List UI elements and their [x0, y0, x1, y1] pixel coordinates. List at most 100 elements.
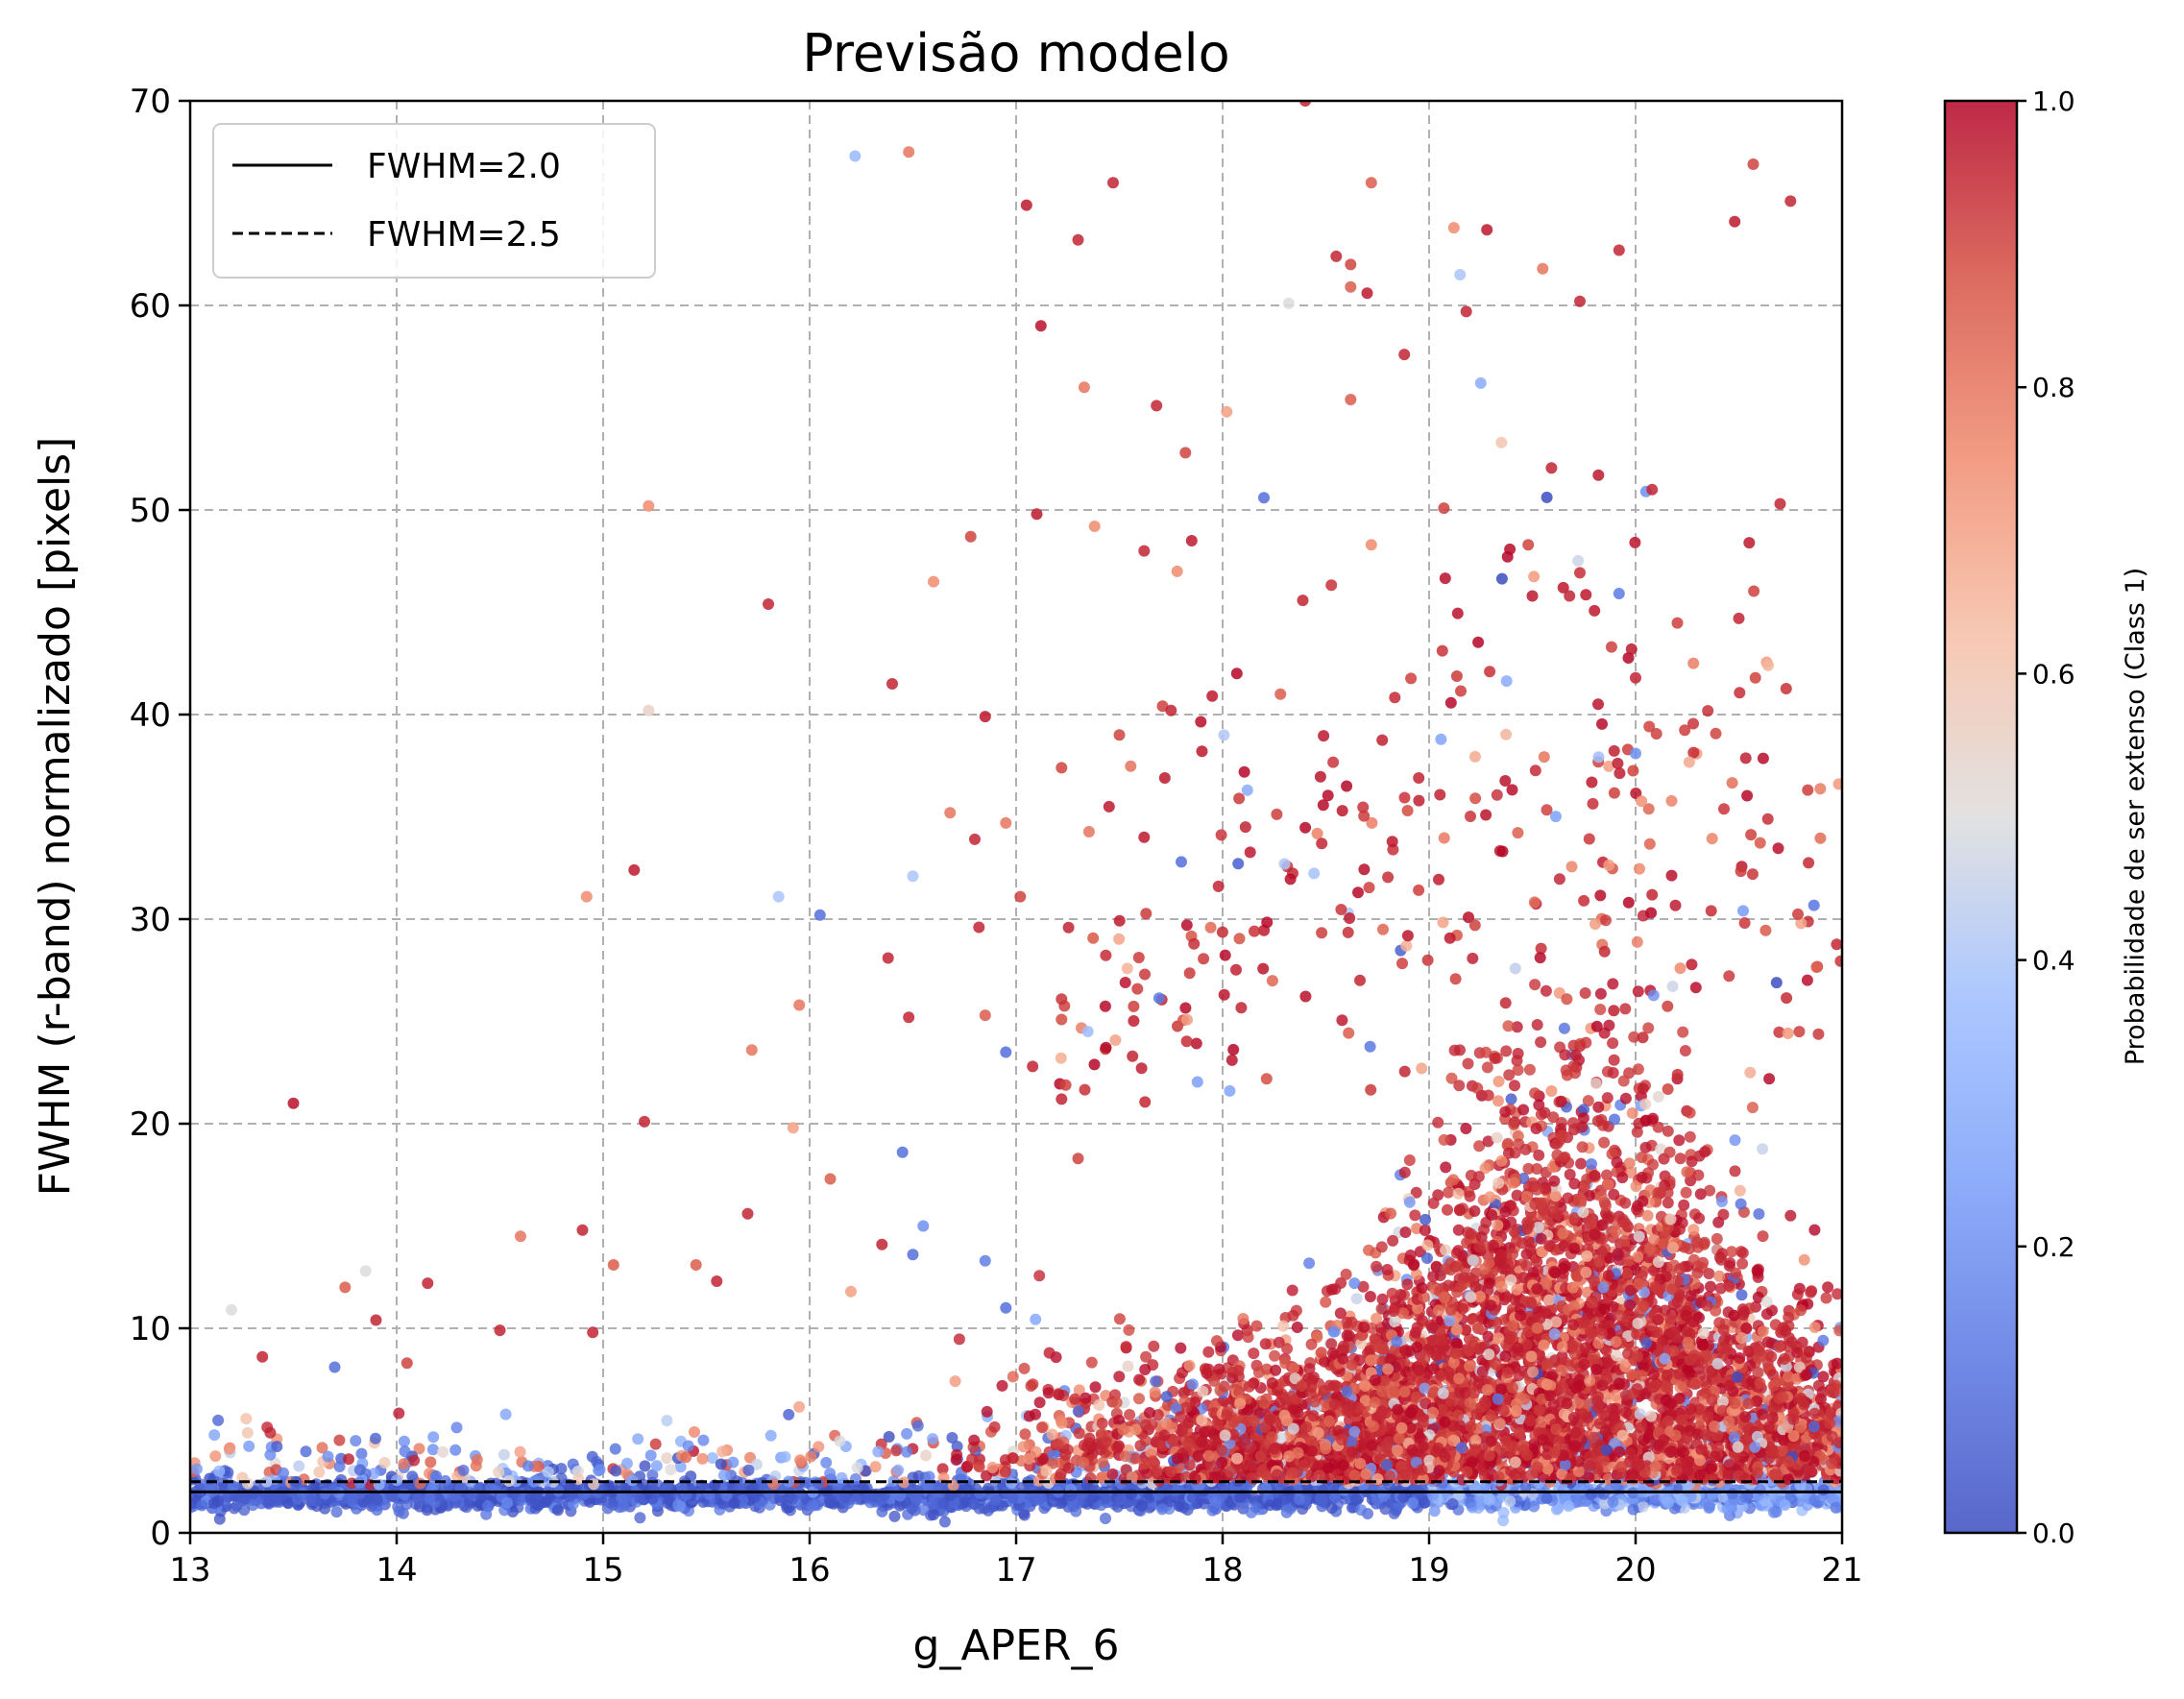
scatter-point	[316, 1442, 328, 1454]
scatter-point	[413, 1443, 425, 1455]
scatter-point	[1627, 1503, 1639, 1516]
scatter-point	[1406, 1497, 1419, 1510]
scatter-point	[398, 1489, 410, 1500]
scatter-point	[398, 1458, 410, 1470]
scatter-point	[1043, 1347, 1056, 1359]
scatter-point	[1234, 1492, 1247, 1504]
scatter-point	[1607, 1495, 1619, 1508]
scatter-point	[783, 1408, 795, 1420]
scatter-point	[1442, 1203, 1453, 1216]
scatter-point	[449, 1444, 462, 1456]
scatter-point	[247, 1488, 259, 1499]
scatter-point	[328, 1484, 340, 1496]
scatter-point	[333, 1434, 346, 1446]
scatter-point	[901, 1445, 912, 1458]
scatter-point	[1784, 1209, 1797, 1222]
scatter-point	[850, 1493, 862, 1505]
scatter-point	[1680, 1186, 1692, 1199]
scatter-point	[1779, 1499, 1791, 1512]
scatter-point	[805, 1450, 817, 1463]
scatter-point	[524, 1492, 537, 1504]
scatter-point	[1030, 1313, 1042, 1325]
scatter-point	[371, 1493, 383, 1506]
scatter-point	[1523, 1063, 1536, 1076]
scatter-point	[493, 1466, 505, 1478]
scatter-point	[1528, 1500, 1541, 1513]
scatter-point	[813, 1441, 825, 1453]
scatter-point	[262, 1491, 275, 1503]
scatter-point	[1355, 1504, 1368, 1517]
scatter-point	[1540, 984, 1552, 997]
scatter-point	[621, 1457, 633, 1469]
scatter-point	[1409, 1209, 1421, 1222]
scatter-point	[1541, 1493, 1553, 1504]
scatter-point	[1504, 1495, 1517, 1508]
scatter-point	[240, 1413, 253, 1425]
scatter-point	[1379, 1503, 1392, 1516]
scatter-point	[393, 1407, 405, 1420]
scatter-point	[839, 1492, 852, 1503]
scatter-point	[190, 1463, 203, 1475]
scatter-point	[578, 1488, 591, 1500]
scatter-point	[350, 1435, 362, 1447]
scatter-point	[716, 1445, 729, 1458]
scatter-point	[1202, 1346, 1215, 1358]
scatter-point	[644, 1449, 657, 1462]
scatter-point	[1325, 1502, 1338, 1515]
scatter-point	[552, 1504, 564, 1517]
scatter-point	[1099, 1492, 1111, 1504]
scatter-point	[1738, 1491, 1751, 1503]
scatter-point	[1607, 1067, 1619, 1079]
scatter-point	[989, 1494, 1002, 1506]
scatter-point	[355, 1447, 368, 1460]
scatter-point	[1757, 1143, 1769, 1155]
scatter-point	[1027, 1493, 1039, 1504]
scatter-point	[783, 1475, 795, 1488]
scatter-point	[1736, 1257, 1749, 1270]
chart-title: Previsão modelo	[802, 23, 1229, 84]
scatter-point	[1113, 1313, 1126, 1325]
scatter-point	[282, 1497, 294, 1510]
scatter-point	[747, 1481, 760, 1493]
scatter-point	[353, 1464, 366, 1476]
scatter-point	[212, 1414, 225, 1426]
scatter-point	[1135, 1499, 1148, 1512]
scatter-point	[949, 1375, 961, 1388]
scatter-point	[260, 1475, 273, 1488]
scatter-point	[1100, 1513, 1111, 1524]
scatter-point	[617, 1500, 629, 1513]
scatter-point	[1270, 1364, 1282, 1376]
scatter-point	[209, 1450, 222, 1463]
scatter-point	[586, 1450, 598, 1463]
scatter-point	[911, 1420, 924, 1432]
scatter-point	[697, 1434, 710, 1446]
scatter-point	[426, 1444, 439, 1456]
scatter-point	[639, 1460, 651, 1472]
scatter-point	[1018, 1509, 1031, 1521]
scatter-point	[823, 1494, 836, 1507]
scatter-point	[1505, 1093, 1517, 1105]
scatter-point	[213, 1465, 226, 1477]
scatter-point	[437, 1445, 449, 1458]
scatter-point	[923, 1470, 935, 1483]
scatter-point	[1033, 1270, 1046, 1282]
scatter-point	[728, 1496, 740, 1509]
scatter-point	[196, 1499, 208, 1512]
scatter-point	[1649, 1493, 1662, 1506]
scatter-point	[665, 1464, 677, 1476]
scatter-point	[1579, 987, 1591, 999]
scatter-point	[936, 1463, 949, 1475]
scatter-point	[1017, 1441, 1030, 1453]
scatter-point	[1726, 1488, 1738, 1500]
scatter-point	[1822, 1281, 1834, 1294]
scatter-point	[1481, 1061, 1493, 1074]
scatter-point	[1497, 1515, 1510, 1527]
scatter-point	[1817, 1484, 1830, 1496]
scatter-point	[392, 1501, 404, 1513]
scatter-point	[1594, 1004, 1607, 1015]
scatter-point	[610, 1465, 622, 1477]
scatter-point	[650, 1460, 663, 1472]
scatter-point	[1729, 1134, 1741, 1147]
scatter-point	[649, 1438, 662, 1450]
